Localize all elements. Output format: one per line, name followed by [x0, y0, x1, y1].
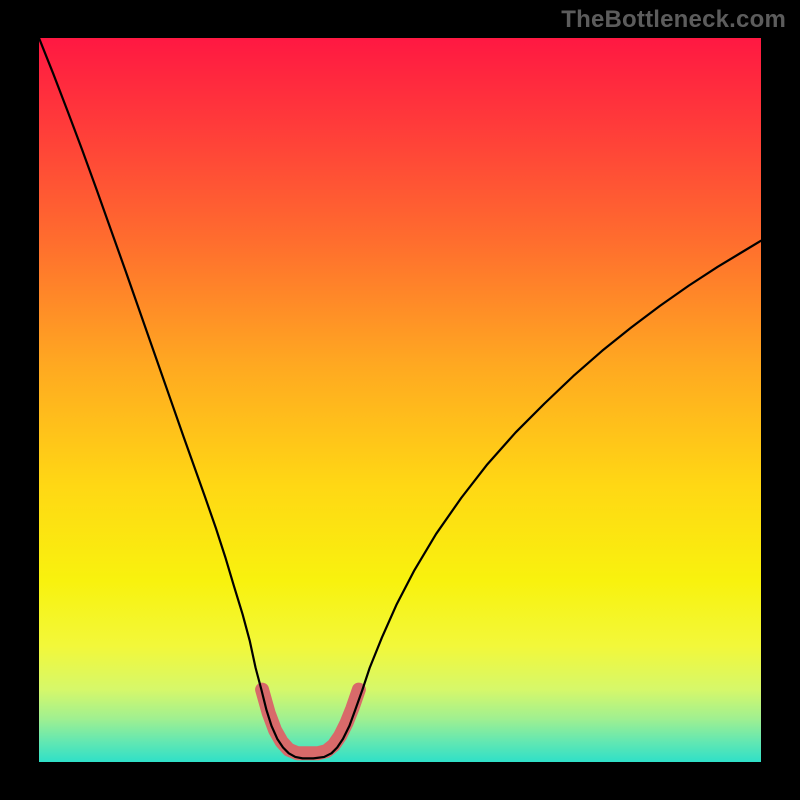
chart-frame: TheBottleneck.com — [0, 0, 800, 800]
watermark-text: TheBottleneck.com — [561, 6, 786, 34]
chart-svg — [39, 38, 761, 762]
gradient-background — [39, 38, 761, 762]
plot-area — [39, 38, 761, 762]
